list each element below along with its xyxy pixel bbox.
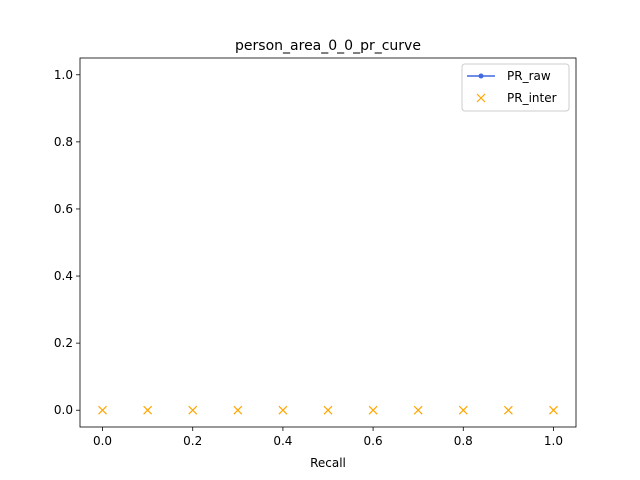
x-tick-label: 0.2	[183, 434, 202, 448]
axes: 0.0 0.2 0.4 0.6 0.8 1.0 0.0 0.2 0.4 0.6 0.8 1.0	[54, 57, 577, 448]
x-tick-label: 1.0	[544, 434, 563, 448]
legend: PR_raw PR_inter	[461, 63, 570, 112]
data-point	[143, 405, 153, 415]
legend-label-PR_raw: PR_raw	[507, 69, 551, 83]
data-point	[368, 405, 378, 415]
data-point	[98, 405, 107, 415]
y-tick-label: 0.0	[54, 403, 73, 417]
data-point	[323, 405, 333, 415]
x-tick-label: 0.4	[273, 434, 292, 448]
x-tick-label: 0.6	[364, 434, 383, 448]
x-tick-label: 0.8	[454, 434, 473, 448]
data-point	[233, 405, 243, 415]
legend-label-PR_inter: PR_inter	[507, 91, 557, 105]
plot-area	[98, 405, 558, 415]
data-point	[503, 405, 513, 415]
y-tick-label: 0.4	[54, 269, 73, 283]
y-tick-label: 0.8	[54, 135, 73, 149]
data-point	[188, 405, 198, 415]
x-axis-label: Recall	[310, 456, 346, 470]
legend-marker-PR_inter	[476, 93, 486, 103]
chart-title: person_area_0_0_pr_curve	[235, 38, 421, 54]
y-tick-label: 0.2	[54, 336, 73, 350]
y-tick-label: 1.0	[54, 68, 73, 82]
data-point	[278, 405, 288, 415]
data-point	[458, 405, 468, 415]
data-point	[413, 405, 423, 415]
y-tick-label: 0.6	[54, 202, 73, 216]
x-tick-label: 0.0	[93, 434, 112, 448]
legend-marker-PR_raw	[478, 73, 484, 79]
axes-frame	[79, 57, 577, 428]
data-point	[549, 405, 558, 415]
